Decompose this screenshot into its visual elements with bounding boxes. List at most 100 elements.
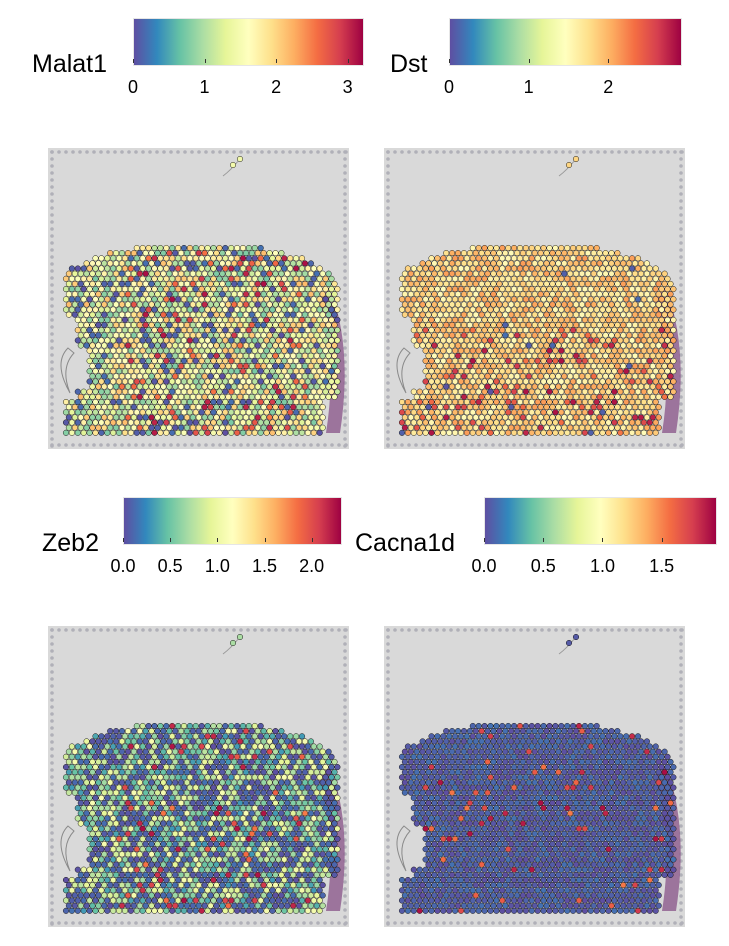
spot	[74, 388, 81, 395]
spot	[334, 805, 341, 812]
spot	[242, 861, 250, 868]
spot	[658, 286, 665, 293]
spot	[301, 373, 309, 380]
spot	[95, 748, 102, 755]
spot	[104, 306, 111, 313]
spot	[98, 275, 105, 282]
spot	[540, 316, 547, 323]
fiducial-dot	[435, 150, 439, 154]
spot	[104, 316, 111, 323]
fiducial-dot	[50, 761, 54, 765]
spot	[148, 861, 155, 868]
spot	[80, 753, 87, 760]
spot	[611, 388, 618, 395]
spot	[231, 871, 238, 878]
fiducial-dot	[330, 443, 334, 447]
spot	[107, 321, 114, 329]
spot	[92, 398, 99, 406]
spot	[163, 764, 170, 771]
spot	[596, 342, 603, 349]
spot	[142, 352, 149, 359]
spot	[242, 424, 250, 431]
fiducial-dot	[386, 171, 390, 175]
spot	[466, 321, 473, 329]
spot	[86, 337, 93, 344]
spot	[290, 841, 297, 848]
spot	[452, 306, 459, 313]
spot	[77, 414, 84, 421]
spot	[290, 758, 297, 765]
spot	[127, 275, 134, 282]
spot	[207, 352, 214, 359]
spot	[443, 250, 450, 257]
spot	[242, 789, 250, 796]
spot	[98, 774, 105, 781]
spot	[496, 393, 503, 400]
spot	[142, 841, 149, 848]
spot	[605, 306, 612, 313]
spot	[272, 301, 279, 308]
spot	[254, 332, 261, 339]
spot	[531, 270, 538, 277]
spot	[163, 429, 170, 436]
spot	[245, 846, 252, 853]
spot	[113, 373, 120, 380]
spot	[219, 424, 226, 431]
spot	[231, 789, 238, 796]
fiducial-dot	[386, 164, 390, 168]
spot	[278, 373, 285, 380]
fiducial-dot	[679, 416, 683, 420]
spot	[237, 861, 244, 868]
spot	[564, 347, 571, 354]
spot	[269, 316, 276, 323]
spot	[499, 265, 506, 272]
spot	[107, 830, 114, 837]
spot	[251, 722, 258, 730]
fiducial-dot	[50, 304, 54, 308]
spot	[263, 753, 270, 760]
spot	[516, 398, 524, 406]
fiducial-dot	[343, 220, 347, 224]
spot	[310, 794, 317, 801]
spot	[564, 398, 571, 406]
spot	[86, 409, 93, 416]
fiducial-dot	[679, 311, 683, 315]
spot	[195, 301, 202, 308]
spot	[113, 830, 120, 837]
spot	[301, 748, 309, 755]
spot	[331, 769, 338, 776]
spot	[151, 388, 158, 395]
spot	[487, 398, 494, 406]
spot	[460, 291, 468, 298]
spot	[148, 363, 155, 370]
spot	[552, 255, 559, 262]
spot	[546, 306, 553, 313]
spot	[275, 286, 282, 293]
spot	[183, 280, 191, 287]
spot	[180, 764, 188, 771]
spot	[166, 810, 173, 817]
spot	[640, 398, 647, 406]
spot	[178, 363, 185, 370]
spot	[652, 265, 659, 272]
spot	[201, 799, 208, 807]
spot	[228, 753, 235, 760]
spot	[186, 306, 193, 313]
spot	[307, 383, 314, 390]
spot	[130, 383, 137, 390]
spot	[175, 327, 182, 334]
spot	[207, 779, 214, 786]
spot	[584, 280, 591, 287]
spot	[452, 419, 459, 426]
spot	[275, 316, 282, 323]
spot	[260, 260, 267, 267]
spot	[154, 758, 161, 765]
spot	[136, 424, 143, 431]
spot	[83, 291, 90, 298]
spot	[478, 332, 485, 339]
spot	[89, 830, 96, 837]
spot	[180, 255, 188, 262]
spot	[552, 409, 559, 416]
spot	[278, 270, 285, 277]
spot	[118, 830, 126, 837]
